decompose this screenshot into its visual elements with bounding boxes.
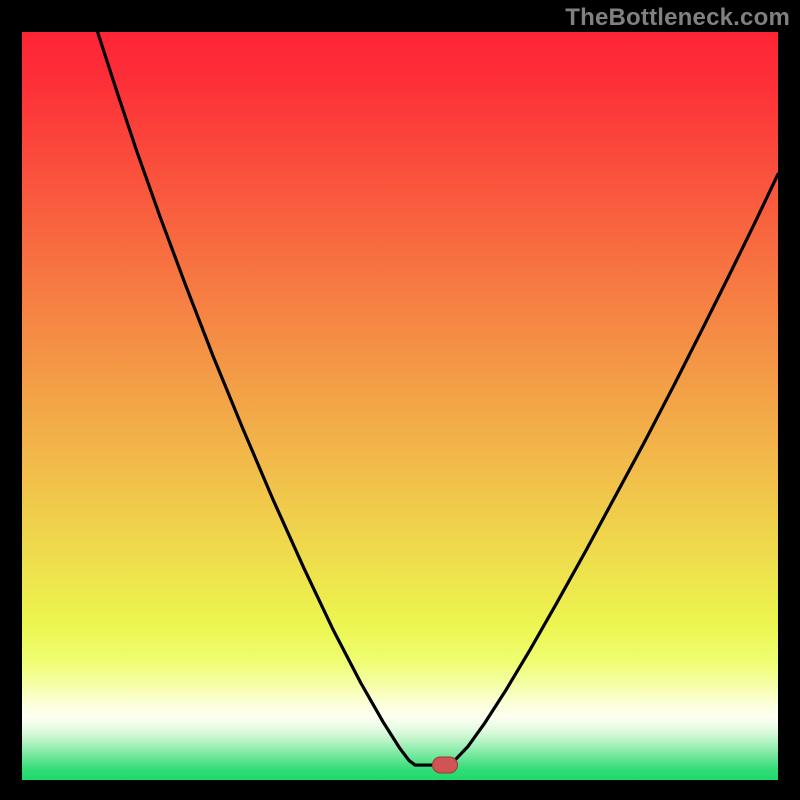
chart-frame: TheBottleneck.com bbox=[0, 0, 800, 800]
optimum-marker bbox=[432, 757, 458, 774]
bottleneck-curve bbox=[22, 32, 778, 780]
watermark-text: TheBottleneck.com bbox=[565, 4, 790, 32]
plot-area bbox=[22, 32, 778, 780]
